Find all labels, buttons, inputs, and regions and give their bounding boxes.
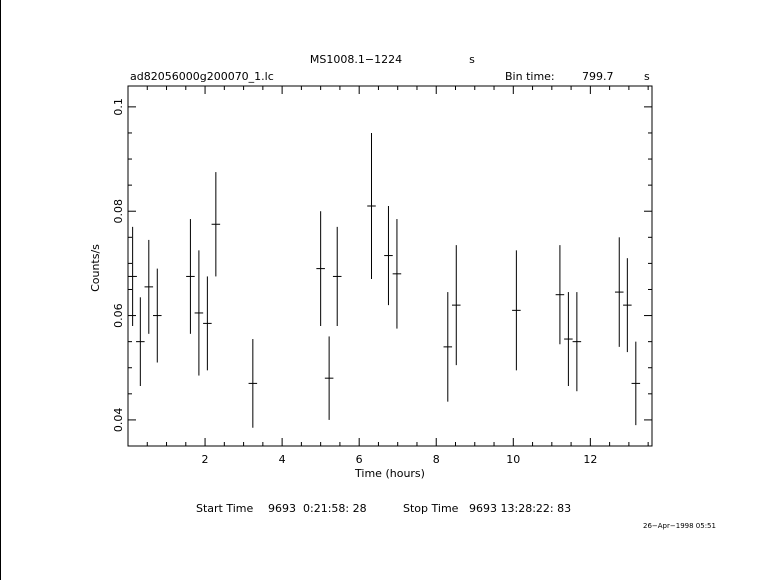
y-tick-label: 0.06 bbox=[112, 303, 125, 328]
plot-timestamp: 26−Apr−1998 05:51 bbox=[643, 522, 716, 530]
x-tick-label: 2 bbox=[202, 453, 209, 466]
data-point bbox=[153, 268, 162, 363]
data-point bbox=[316, 211, 325, 326]
y-tick-label: 0.1 bbox=[112, 98, 125, 116]
data-point bbox=[392, 219, 402, 329]
data-point bbox=[623, 258, 632, 353]
data-point bbox=[367, 132, 376, 280]
data-point bbox=[211, 172, 221, 277]
stop-time-value: 9693 13:28:22: 83 bbox=[469, 502, 571, 515]
data-point bbox=[631, 341, 641, 426]
data-point bbox=[614, 237, 624, 347]
page-left-border bbox=[0, 0, 1, 580]
chart-target-title: MS1008.1−1224 bbox=[310, 53, 402, 66]
data-point bbox=[443, 292, 453, 402]
data-point bbox=[203, 276, 212, 371]
data-point bbox=[564, 292, 573, 386]
data-point bbox=[136, 297, 145, 386]
bin-time-unit: s bbox=[644, 70, 650, 83]
plot-frame bbox=[127, 85, 653, 447]
data-point bbox=[555, 245, 565, 345]
start-time-label: Start Time bbox=[196, 502, 254, 515]
y-tick-label: 0.08 bbox=[112, 199, 125, 224]
data-point bbox=[186, 219, 195, 334]
data-point bbox=[324, 336, 334, 420]
data-point bbox=[384, 206, 393, 306]
x-tick-label: 8 bbox=[433, 453, 440, 466]
start-time-value: 9693 0:21:58: 28 bbox=[268, 502, 367, 515]
x-axis-label: Time (hours) bbox=[354, 467, 425, 480]
stop-time-label: Stop Time bbox=[403, 502, 459, 515]
data-point bbox=[332, 226, 342, 326]
data-point bbox=[194, 250, 204, 376]
x-tick-label: 6 bbox=[356, 453, 363, 466]
bin-time-label: Bin time: bbox=[505, 70, 555, 83]
x-tick-label: 4 bbox=[279, 453, 286, 466]
y-axis-label: Counts/s bbox=[89, 244, 102, 292]
x-tick-label: 12 bbox=[583, 453, 597, 466]
data-point bbox=[572, 292, 582, 392]
data-point bbox=[144, 239, 154, 334]
x-tick-label: 10 bbox=[506, 453, 520, 466]
y-tick-label: 0.04 bbox=[112, 408, 125, 433]
data-point bbox=[512, 250, 521, 371]
bin-time-value: 799.7 bbox=[582, 70, 614, 83]
chart-target-unit: s bbox=[469, 53, 475, 66]
data-point bbox=[248, 339, 258, 428]
data-point bbox=[451, 245, 461, 366]
chart-filename: ad82056000g200070_1.lc bbox=[130, 70, 274, 83]
data-point bbox=[128, 226, 137, 326]
